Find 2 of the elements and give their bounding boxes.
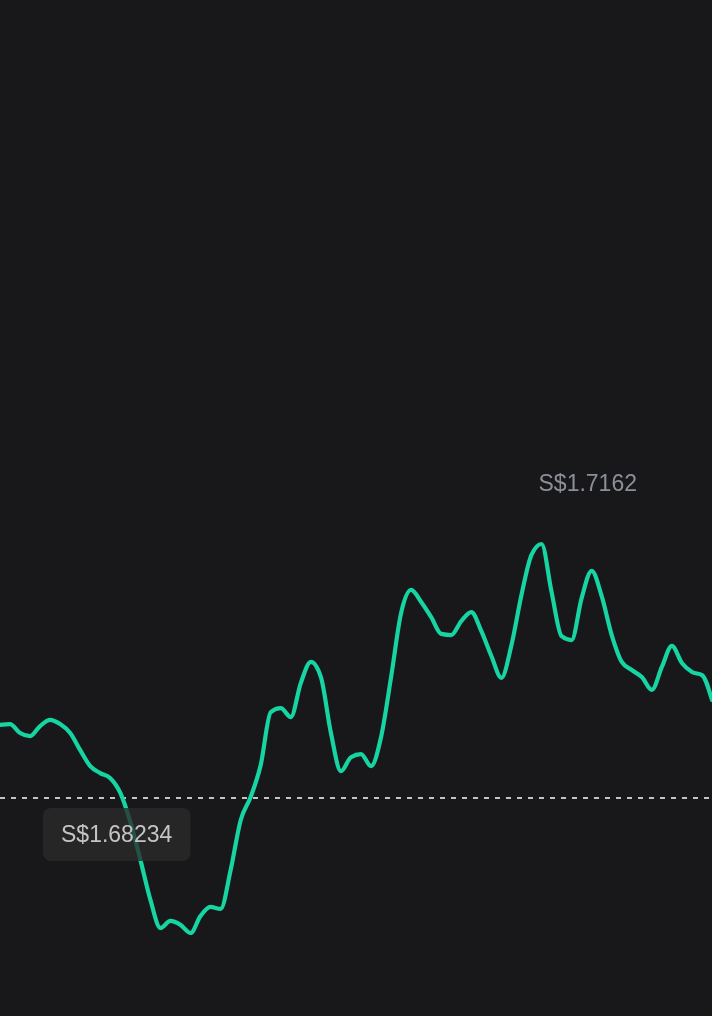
ref-line-label: S$1.68234	[61, 821, 173, 848]
text: S$1.7162	[538, 470, 638, 496]
